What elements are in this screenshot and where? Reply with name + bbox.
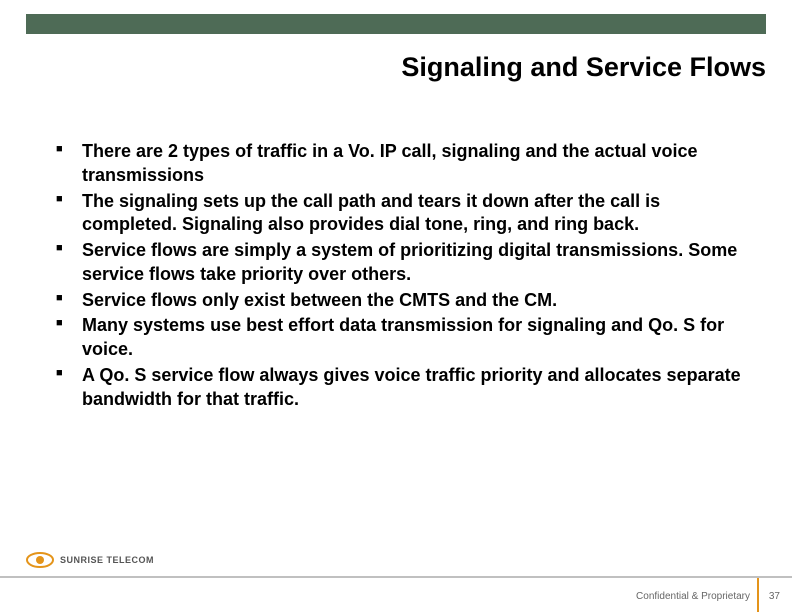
list-item: There are 2 types of traffic in a Vo. IP… xyxy=(56,140,752,188)
logo: SUNRISE TELECOM xyxy=(26,550,154,570)
list-item: Service flows are simply a system of pri… xyxy=(56,239,752,287)
logo-icon xyxy=(26,550,54,570)
header-band xyxy=(26,14,766,34)
list-item: A Qo. S service flow always gives voice … xyxy=(56,364,752,412)
slide-title: Signaling and Service Flows xyxy=(26,52,766,83)
list-item: Many systems use best effort data transm… xyxy=(56,314,752,362)
content-area: There are 2 types of traffic in a Vo. IP… xyxy=(56,140,752,413)
bullet-list: There are 2 types of traffic in a Vo. IP… xyxy=(56,140,752,411)
logo-text: SUNRISE TELECOM xyxy=(60,555,154,565)
confidential-label: Confidential & Proprietary xyxy=(636,591,750,602)
page-divider xyxy=(757,578,759,612)
slide: Signaling and Service Flows There are 2 … xyxy=(0,0,792,612)
footer-divider xyxy=(0,576,792,578)
list-item: Service flows only exist between the CMT… xyxy=(56,289,752,313)
page-number: 37 xyxy=(769,591,780,602)
list-item: The signaling sets up the call path and … xyxy=(56,190,752,238)
